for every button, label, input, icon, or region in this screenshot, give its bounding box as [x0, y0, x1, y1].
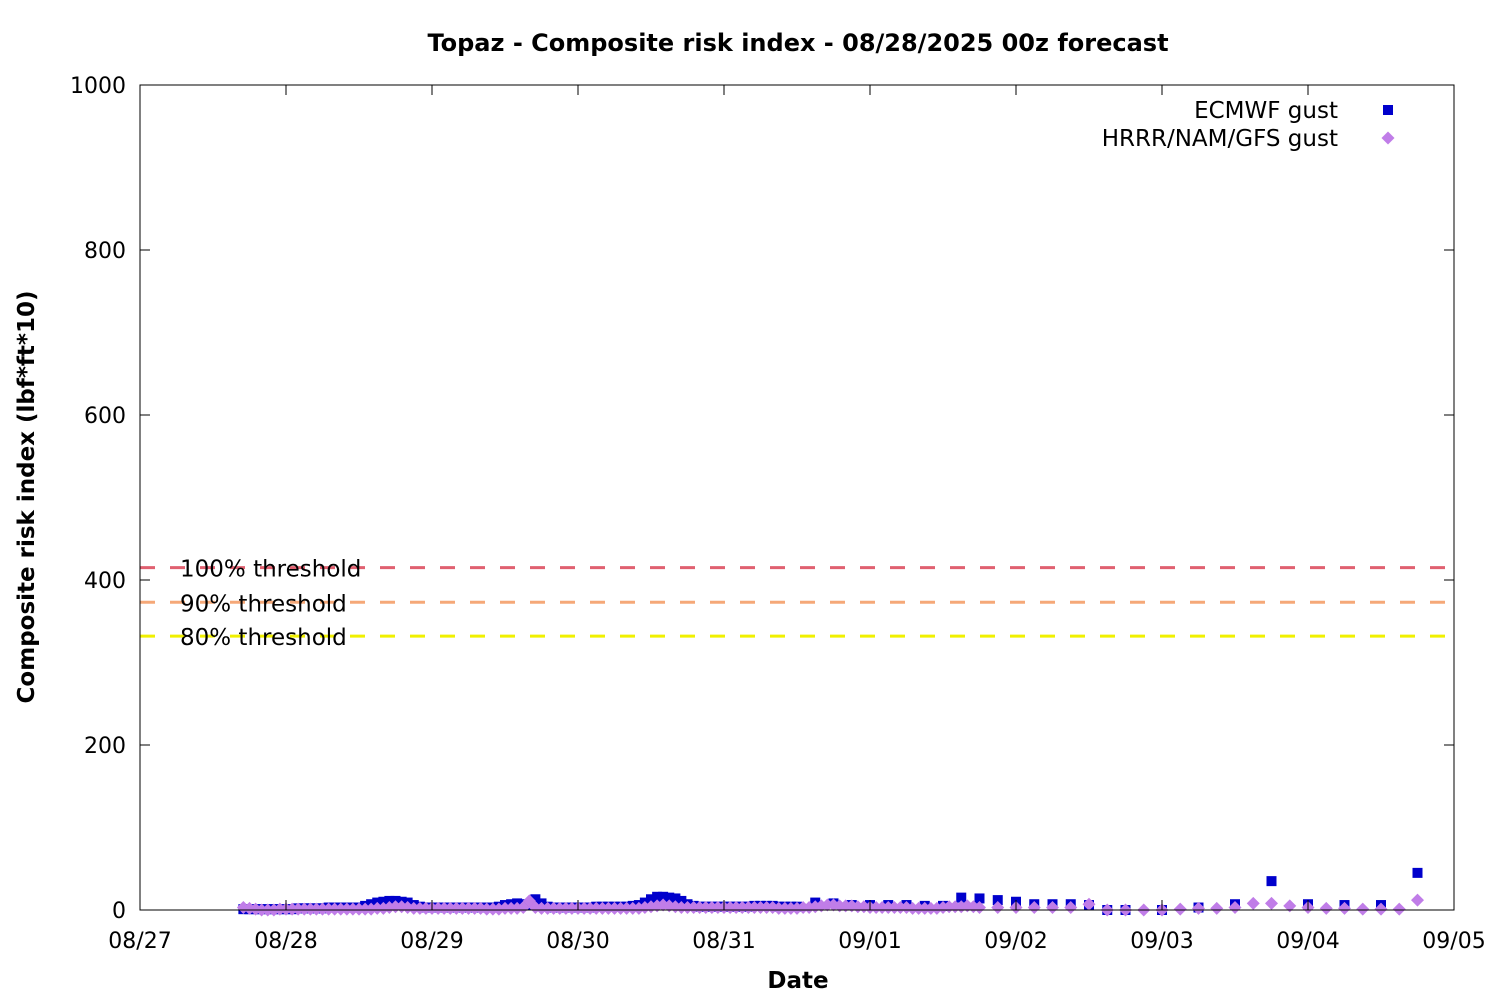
legend-label: HRRR/NAM/GFS gust	[1102, 126, 1338, 152]
chart-title: Topaz - Composite risk index - 08/28/202…	[427, 29, 1168, 57]
x-tick-label: 08/27	[108, 929, 171, 954]
hrrr-nam-gfs-point	[1064, 901, 1078, 915]
ecmwf-point	[384, 895, 395, 906]
x-tick-label: 09/02	[984, 929, 1047, 954]
x-tick-label: 08/29	[400, 929, 463, 954]
ecmwf-point	[664, 892, 675, 903]
legend-marker	[1383, 105, 1393, 115]
x-tick-label: 09/05	[1422, 929, 1485, 954]
hrrr-nam-gfs-point	[1411, 893, 1424, 907]
threshold-label: 80% threshold	[180, 625, 347, 651]
ecmwf-point	[658, 891, 669, 902]
y-tick-label: 800	[84, 239, 126, 264]
hrrr-nam-gfs-point	[1374, 902, 1388, 916]
hrrr-nam-gfs-point	[1392, 902, 1406, 916]
axis-ticks: 08/27 08/28 08/29 08/30 08/31 09/01 09/02 09/03…	[70, 74, 1486, 954]
hrrr-nam-gfs-point	[973, 901, 986, 915]
y-tick-label: 400	[84, 569, 126, 594]
hrrr-nam-gfs-point	[1356, 902, 1370, 916]
hrrr-nam-gfs-point	[1192, 901, 1205, 915]
ecmwf-point	[378, 896, 389, 907]
ecmwf-point	[1266, 876, 1277, 887]
ecmwf-point	[670, 893, 681, 904]
x-axis-label: Date	[767, 968, 828, 994]
legend-marker	[1381, 131, 1395, 145]
x-tick-label: 08/28	[254, 929, 317, 954]
hrrr-nam-gfs-point	[1319, 901, 1333, 915]
hrrr-nam-gfs-point	[1173, 902, 1187, 916]
threshold-lines: 100% threshold 90% threshold 80% threshold	[140, 557, 1454, 651]
hrrr-nam-gfs-point	[1338, 901, 1351, 915]
x-tick-label: 08/31	[692, 929, 755, 954]
hrrr-nam-gfs-point	[1265, 896, 1278, 910]
hrrr-nam-gfs-point	[1228, 901, 1242, 915]
hrrr-nam-gfs-point	[1082, 897, 1096, 911]
y-tick-label: 0	[112, 899, 126, 924]
threshold-label: 100% threshold	[180, 557, 361, 583]
hrrr-nam-gfs-point	[991, 901, 1005, 915]
ecmwf-point	[646, 894, 656, 905]
x-tick-label: 09/04	[1276, 929, 1339, 954]
ecmwf-point	[530, 894, 541, 905]
ecmwf-point	[1412, 867, 1423, 878]
ecmwf-point	[956, 892, 967, 903]
ecmwf-point	[676, 895, 687, 906]
hrrr-nam-gfs-point	[1246, 896, 1260, 910]
x-tick-label: 09/03	[1130, 929, 1193, 954]
legend-label: ECMWF gust	[1194, 98, 1338, 124]
y-tick-label: 1000	[70, 74, 126, 99]
hrrr-nam-gfs-point	[1046, 901, 1059, 915]
plot-frame	[139, 84, 1455, 911]
hrrr-nam-gfs-series	[236, 893, 1424, 917]
y-tick-label: 600	[84, 404, 126, 429]
x-tick-label: 09/01	[838, 929, 901, 954]
y-tick-label: 200	[84, 734, 126, 759]
hrrr-nam-gfs-point	[1027, 901, 1041, 915]
ecmwf-point	[974, 893, 985, 904]
hrrr-nam-gfs-point	[1210, 901, 1224, 915]
y-axis-label: Composite risk index (lbf*ft*10)	[14, 291, 40, 704]
x-tick-label: 08/30	[546, 929, 609, 954]
ecmwf-point	[992, 895, 1003, 906]
data-series	[236, 867, 1424, 917]
ecmwf-point	[652, 891, 663, 902]
threshold-label: 90% threshold	[180, 591, 347, 617]
hrrr-nam-gfs-point	[1283, 899, 1297, 913]
